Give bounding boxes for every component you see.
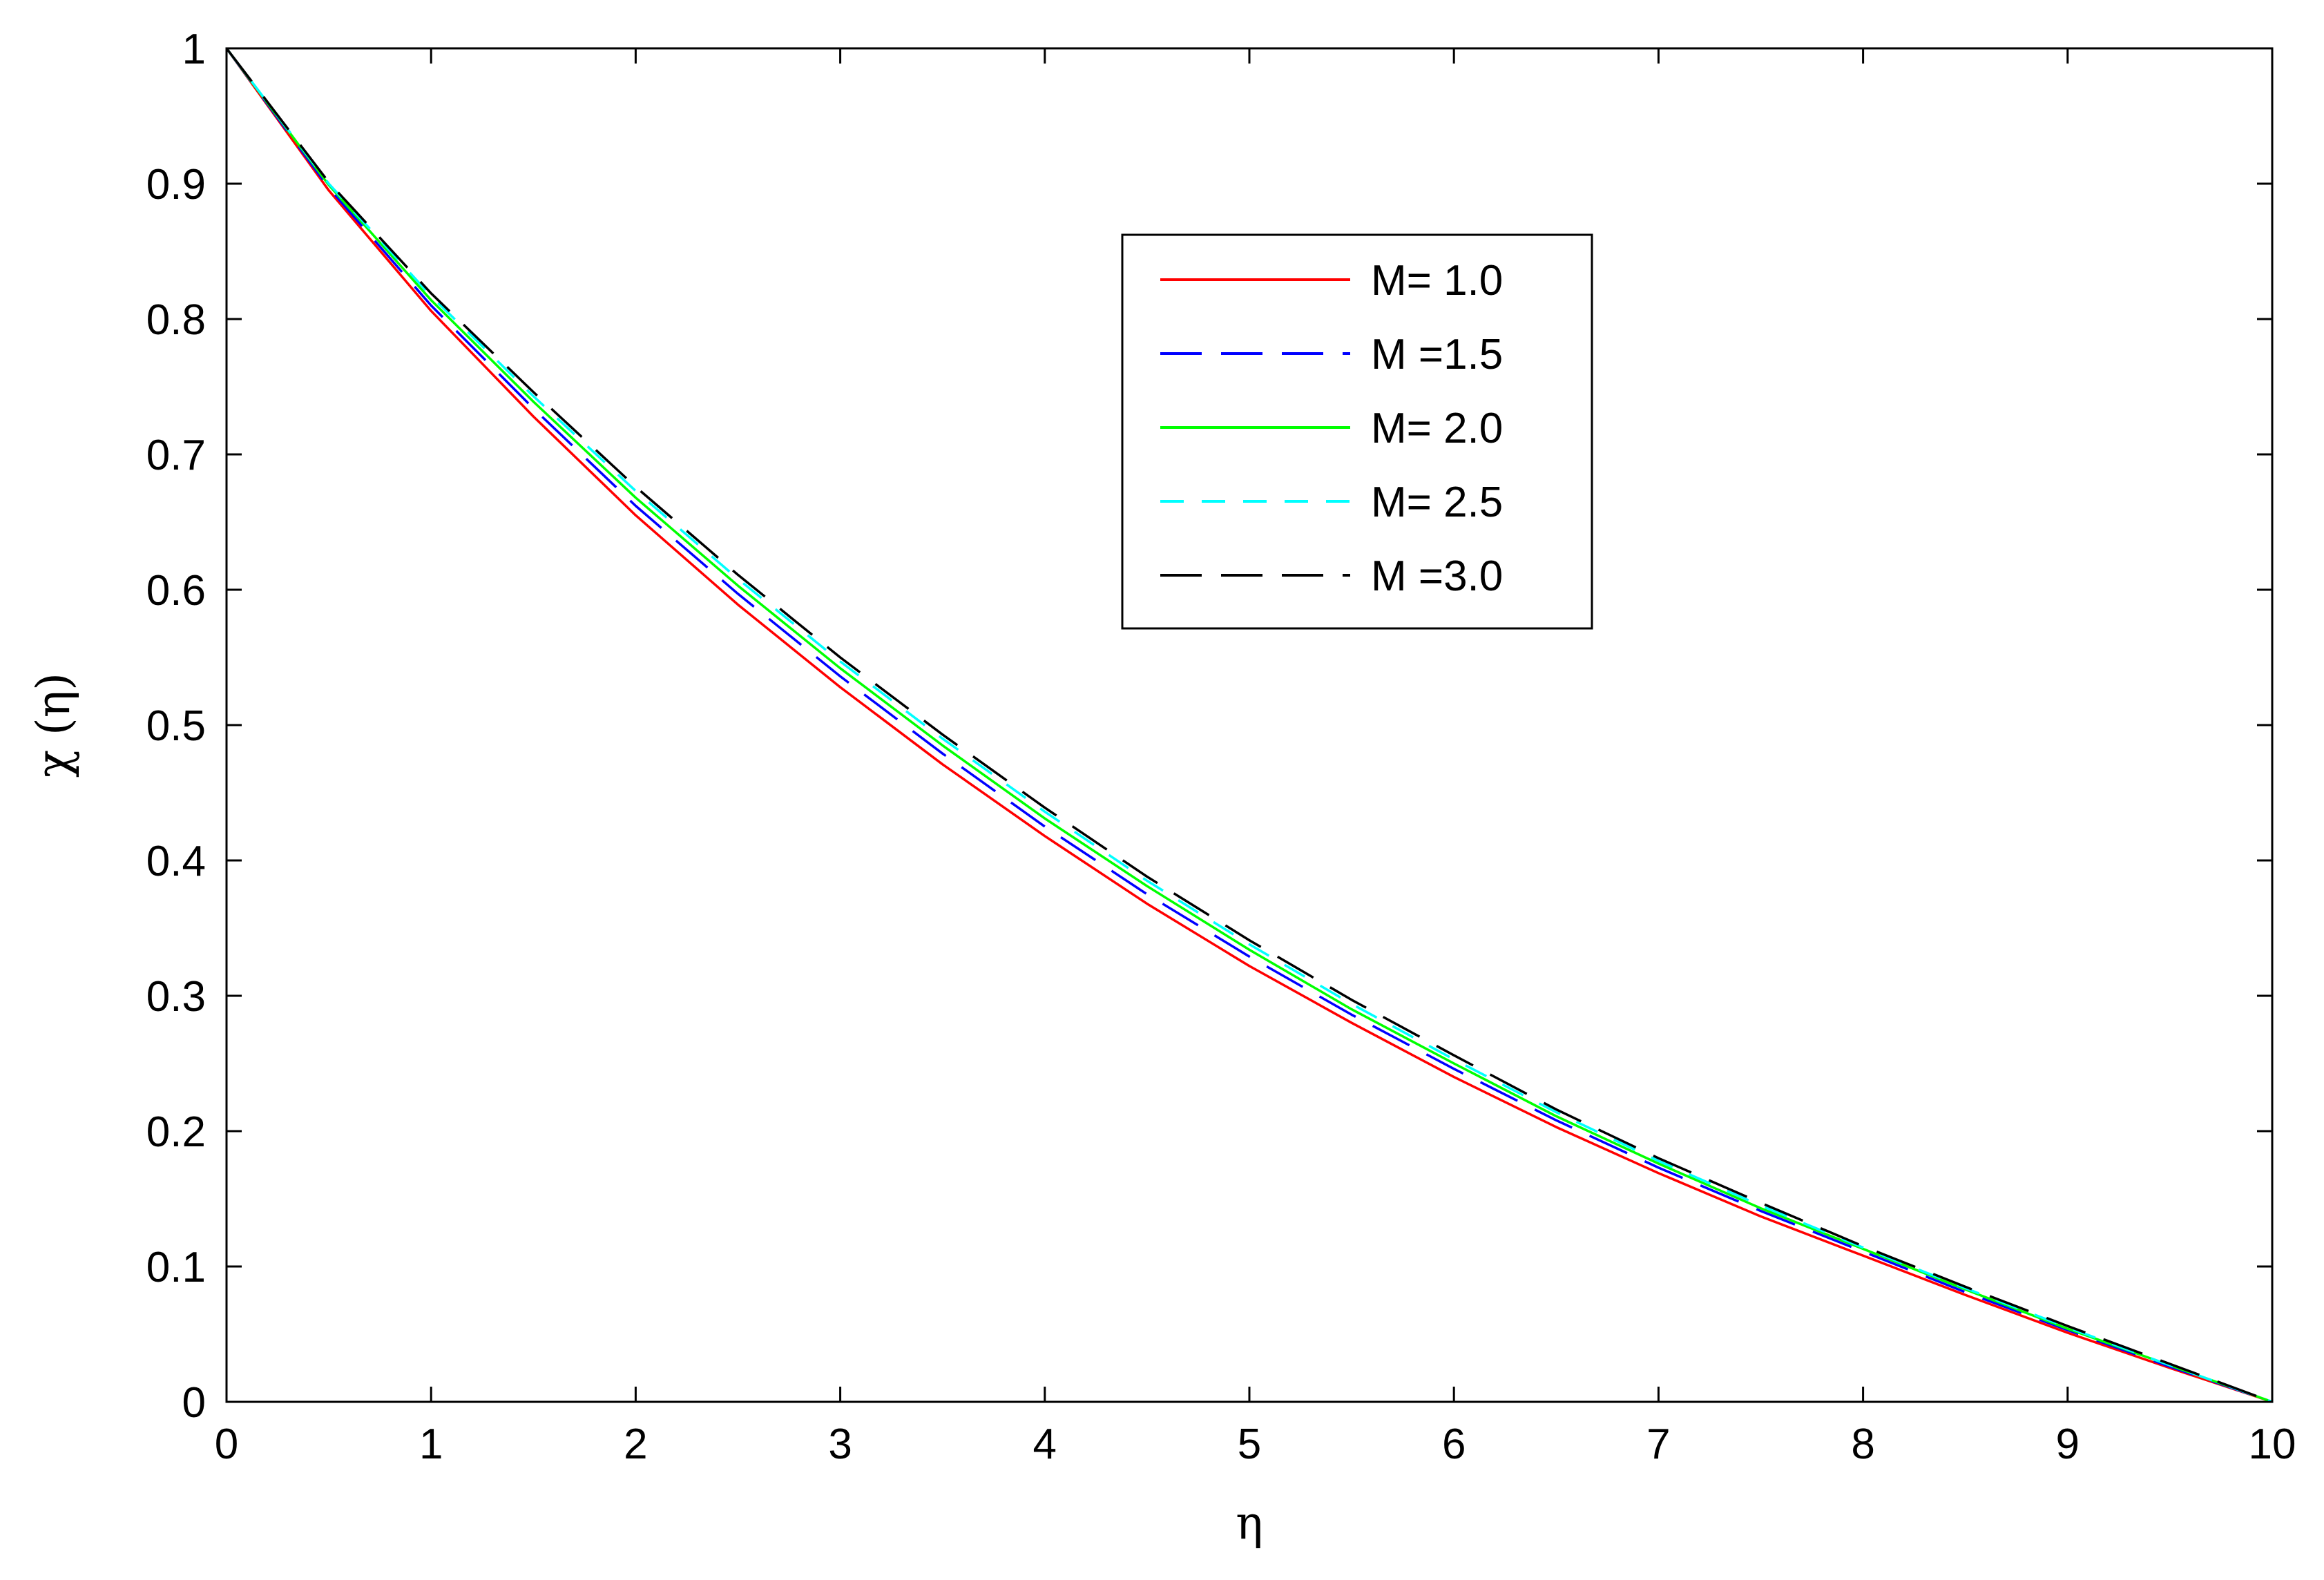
legend-label: M= 2.5	[1371, 479, 1503, 526]
y-axis-tick-labels: 0 0.1 0.2 0.3 0.4 0.5 0.6 0.7 0.8 0.9 1	[146, 26, 206, 1427]
series-line-3	[225, 47, 2273, 1403]
x-tick-label: 8	[1851, 1420, 1874, 1468]
legend-entry-2: M =1.5	[1160, 331, 1503, 378]
y-tick-label: 0.1	[146, 1244, 206, 1291]
series-layer	[225, 47, 2273, 1403]
y-tick-label: 0.8	[146, 296, 206, 344]
y-tick-label: 0.7	[146, 432, 206, 479]
x-tick-label: 9	[2056, 1420, 2080, 1468]
series-line-1	[225, 47, 2273, 1403]
y-tick-label: 1	[182, 26, 206, 73]
legend-label: M= 2.0	[1371, 405, 1503, 452]
axis-ticks	[225, 47, 2274, 1403]
series-line-5	[225, 47, 2273, 1403]
legend-entry-5: M =3.0	[1160, 552, 1503, 600]
x-tick-label: 7	[1646, 1420, 1670, 1468]
x-tick-label: 10	[2249, 1420, 2296, 1468]
x-tick-label: 3	[828, 1420, 852, 1468]
series-line-4	[225, 47, 2273, 1403]
x-tick-label: 4	[1033, 1420, 1057, 1468]
y-tick-label: 0.3	[146, 973, 206, 1021]
y-tick-label: 0.5	[146, 702, 206, 750]
y-tick-label: 0.6	[146, 567, 206, 615]
y-tick-label: 0.4	[146, 838, 206, 885]
x-tick-label: 2	[624, 1420, 647, 1468]
y-axis-label: χ (η)	[27, 673, 80, 778]
x-tick-label: 5	[1238, 1420, 1261, 1468]
legend-box	[1121, 233, 1593, 630]
legend-label: M =3.0	[1371, 552, 1503, 600]
legend-entry-1: M= 1.0	[1160, 257, 1503, 305]
y-tick-label: 0.9	[146, 161, 206, 209]
series-line-2	[225, 47, 2273, 1403]
legend: M= 1.0 M =1.5 M= 2.0 M= 2.5 M =3.0	[1121, 233, 1593, 630]
y-tick-label: 0.2	[146, 1108, 206, 1156]
legend-entries: M= 1.0 M =1.5 M= 2.0 M= 2.5 M =3.0	[1160, 257, 1503, 600]
x-axis-label: η	[1236, 1496, 1263, 1550]
x-tick-label: 1	[419, 1420, 443, 1468]
x-tick-label: 6	[1442, 1420, 1466, 1468]
legend-label: M =1.5	[1371, 331, 1503, 378]
legend-label: M= 1.0	[1371, 257, 1503, 305]
x-axis-tick-labels: 0 1 2 3 4 5 6 7 8 9 10	[215, 1420, 2296, 1468]
y-tick-label: 0	[182, 1379, 206, 1427]
x-tick-label: 0	[215, 1420, 238, 1468]
legend-entry-3: M= 2.0	[1160, 405, 1503, 452]
legend-entry-4: M= 2.5	[1160, 479, 1503, 526]
